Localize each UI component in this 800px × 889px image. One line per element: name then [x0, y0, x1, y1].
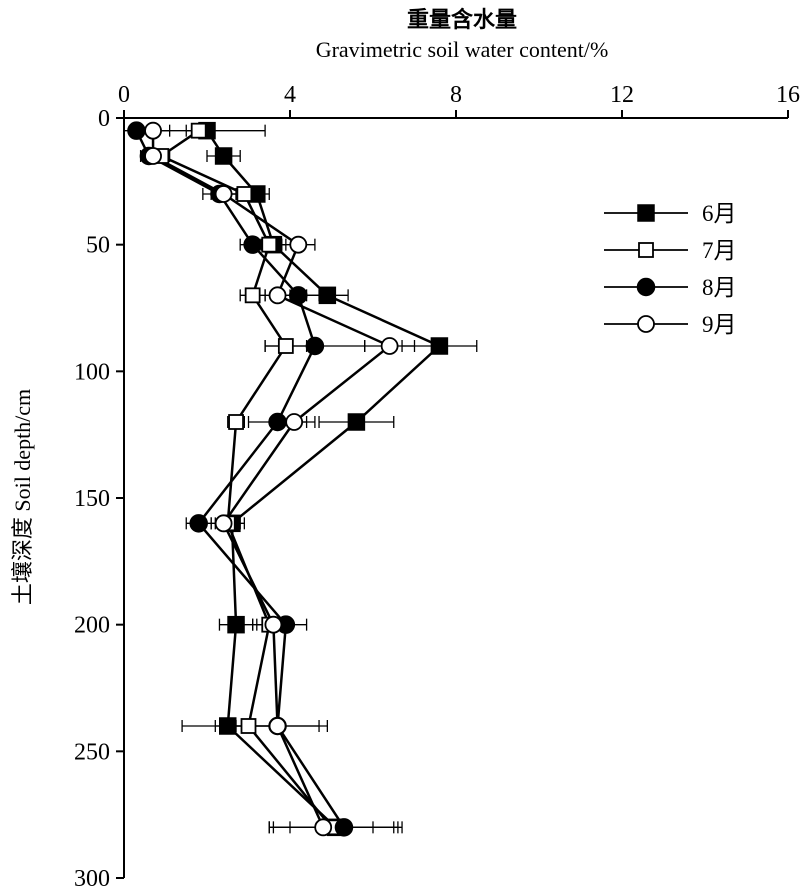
- chart-title-cn: 重量含水量: [407, 7, 517, 33]
- series-4-markers: [144, 121, 399, 837]
- legend-label: 7月: [702, 238, 737, 263]
- data-point: [228, 414, 244, 430]
- data-point: [268, 286, 287, 305]
- data-point: [214, 147, 233, 165]
- x-tick-label: 0: [118, 82, 130, 108]
- data-point: [318, 286, 337, 305]
- legend-marker: [637, 204, 655, 222]
- y-tick-label: 50: [86, 233, 110, 259]
- data-point: [305, 336, 325, 356]
- data-point: [268, 412, 287, 432]
- data-point: [127, 121, 146, 140]
- data-point: [334, 818, 354, 837]
- legend-label: 9月: [702, 312, 737, 337]
- data-point: [144, 147, 162, 165]
- data-point: [264, 615, 283, 634]
- data-point: [214, 514, 233, 533]
- data-point: [347, 413, 366, 431]
- data-point: [261, 236, 278, 253]
- plot-area: [123, 121, 478, 837]
- legend-marker: [637, 315, 655, 333]
- x-tick-label: 8: [450, 82, 462, 108]
- data-point: [144, 121, 162, 140]
- data-point: [285, 413, 304, 431]
- data-point: [214, 185, 233, 203]
- legend-label: 6月: [702, 201, 737, 226]
- y-tick-label: 150: [74, 486, 110, 512]
- y-tick-label: 0: [98, 106, 110, 132]
- legend-marker: [636, 277, 656, 297]
- legend-label: 8月: [702, 275, 737, 300]
- axes: 0 4 8 12 16 0 50 100 150 200 250 300: [74, 82, 800, 889]
- x-tick-label: 16: [776, 82, 800, 108]
- data-point: [236, 186, 253, 202]
- data-point: [190, 122, 207, 139]
- series-1-markers: [198, 121, 449, 837]
- legend: 6月 7月 8月 9月: [604, 201, 737, 337]
- data-point: [289, 286, 308, 305]
- data-point: [240, 718, 257, 734]
- data-point: [268, 717, 287, 735]
- data-point: [380, 337, 399, 355]
- x-axis-label: Gravimetric soil water content/%: [316, 37, 609, 62]
- y-tick-label: 100: [74, 359, 110, 385]
- x-tick-label: 12: [610, 82, 634, 108]
- y-tick-label: 300: [74, 866, 110, 889]
- x-tick-label: 4: [284, 82, 296, 108]
- data-point: [430, 337, 449, 355]
- data-point: [243, 235, 262, 254]
- data-point: [277, 338, 294, 354]
- data-point: [189, 514, 208, 533]
- data-point: [314, 818, 333, 837]
- y-tick-label: 250: [74, 739, 110, 765]
- series-1: [148, 124, 478, 834]
- data-point: [289, 235, 308, 254]
- data-point: [244, 287, 261, 304]
- legend-marker: [638, 242, 654, 258]
- series-3: [123, 124, 399, 834]
- data-point: [219, 717, 237, 735]
- series-line: [135, 130, 345, 829]
- data-point: [227, 615, 245, 634]
- y-axis-label: 土壤深度 Soil depth/cm: [10, 389, 35, 605]
- y-tick-label: 200: [74, 613, 110, 639]
